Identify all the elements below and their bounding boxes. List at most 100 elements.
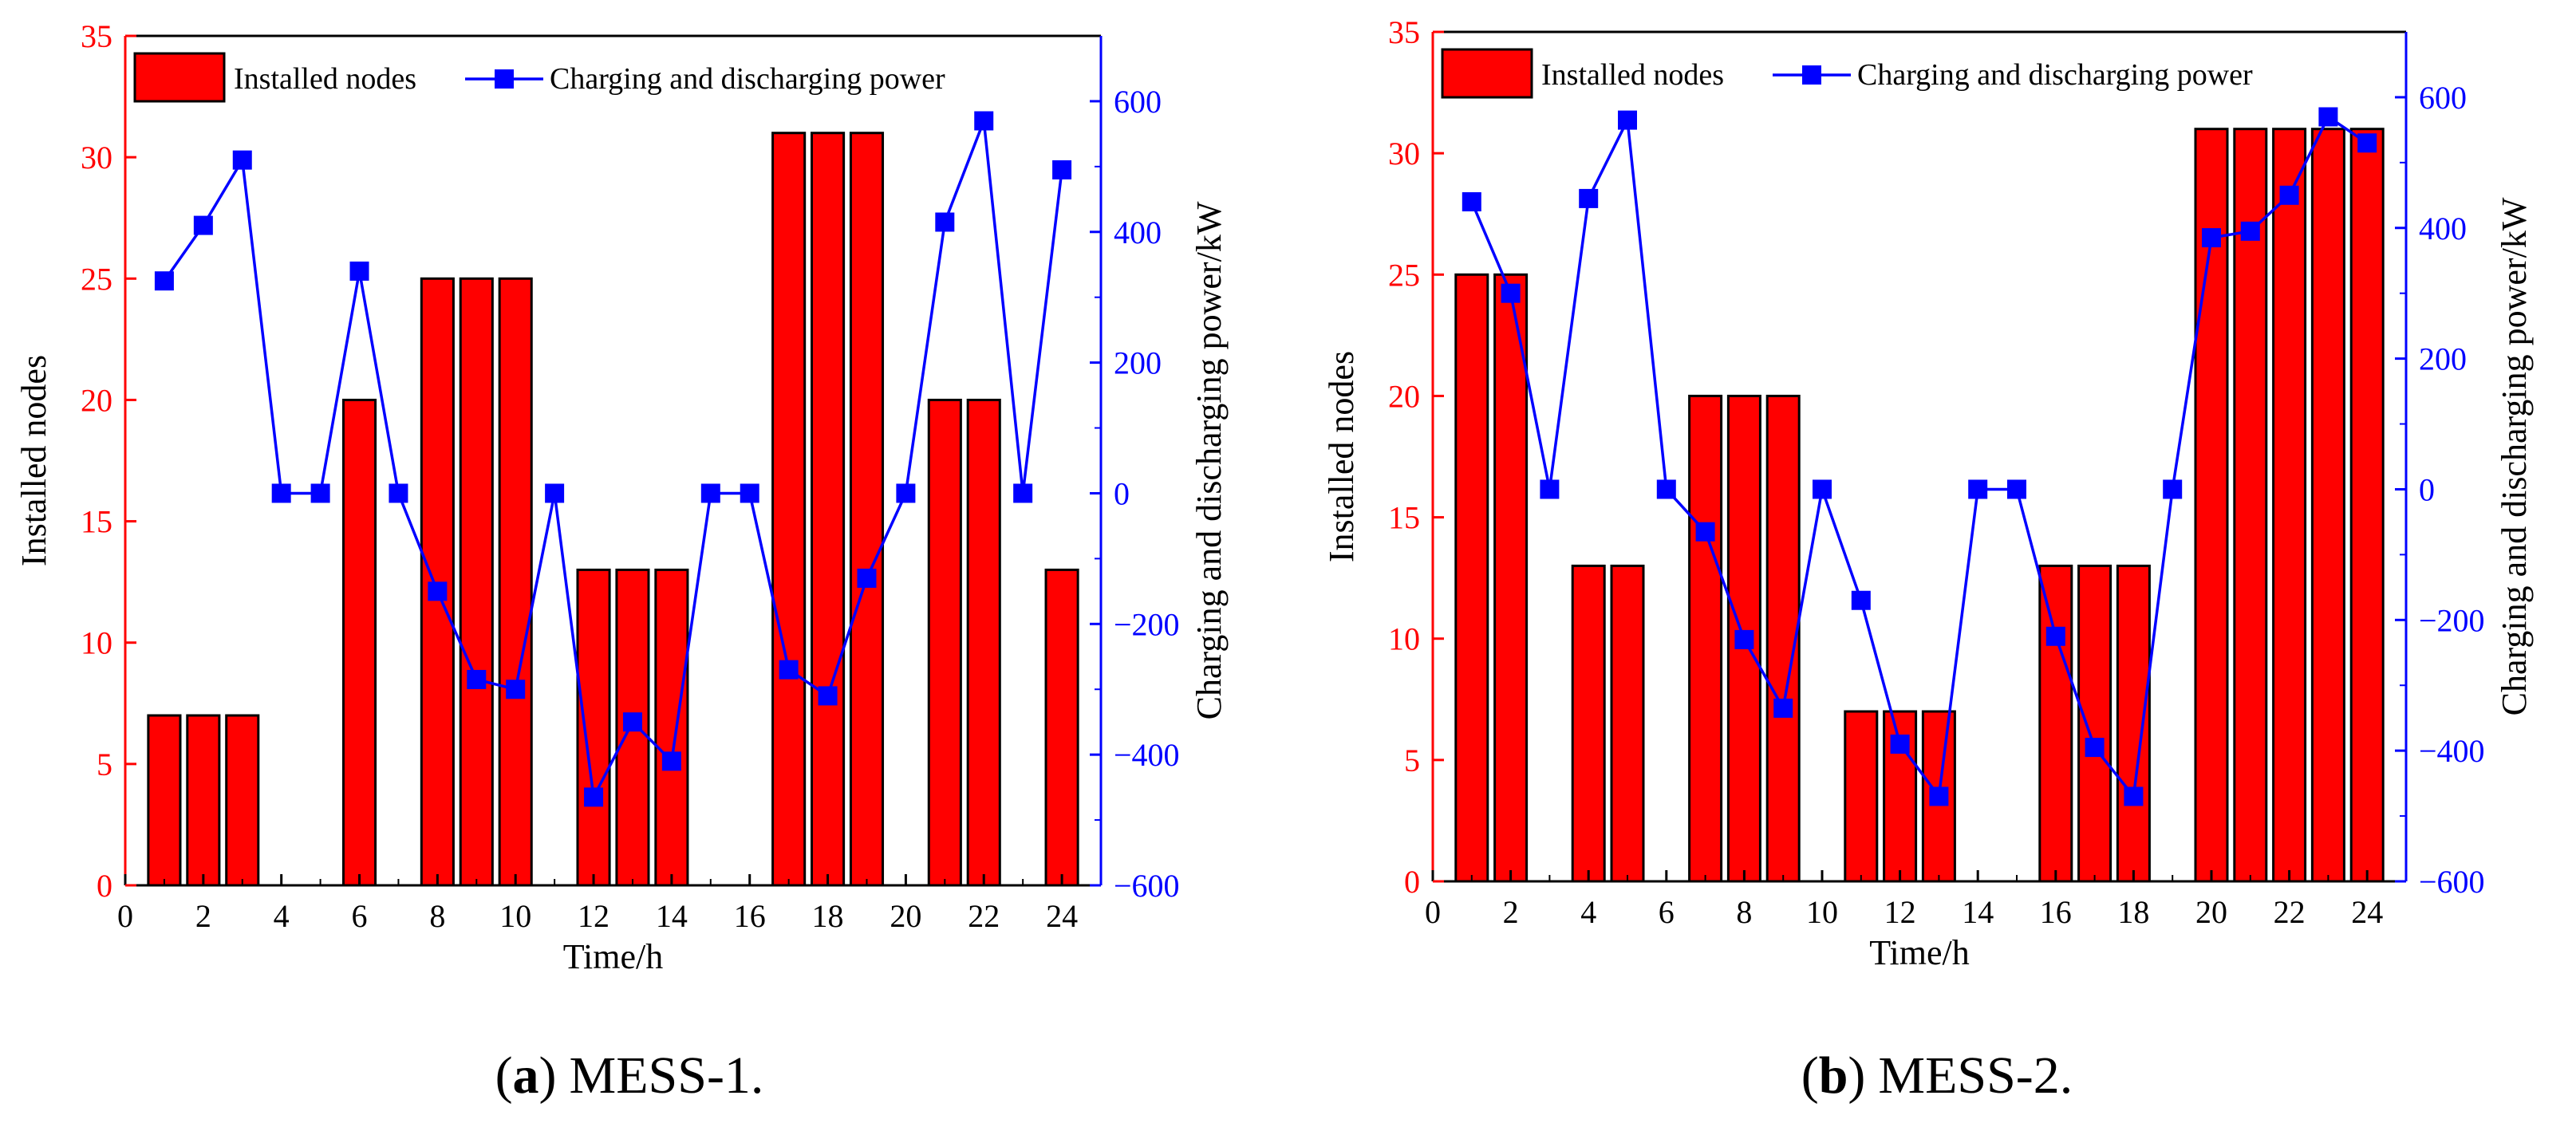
bar	[341, 398, 377, 887]
bar	[2038, 564, 2073, 883]
x-tick-label: 4	[274, 898, 290, 934]
line-point	[1501, 283, 1521, 303]
y-left-tick-label: 35	[81, 18, 112, 54]
caption-text: MESS-2.	[1878, 1046, 2073, 1105]
y-right-tick-label: 600	[2419, 80, 2467, 116]
line-point	[2007, 479, 2026, 499]
bar	[654, 568, 689, 887]
y-right-axis-label: Charging and discharging power/kW	[2495, 197, 2534, 715]
y-left-tick-label: 0	[1404, 864, 1420, 900]
x-tick-label: 16	[734, 898, 766, 934]
legend-marker-swatch	[1802, 65, 1821, 85]
line-point	[896, 483, 916, 503]
y-right-tick-label: −600	[2419, 864, 2485, 900]
line-point	[2240, 221, 2260, 241]
line-point	[1695, 522, 1715, 542]
line-point	[779, 660, 799, 680]
bar	[1610, 564, 1645, 883]
x-tick-label: 16	[2040, 894, 2072, 930]
x-tick-label: 0	[1425, 894, 1441, 930]
x-tick-label: 8	[429, 898, 445, 934]
y-left-tick-label: 20	[81, 382, 112, 418]
y-right-tick-label: −600	[1114, 868, 1180, 904]
bar	[225, 714, 260, 887]
line-point	[1656, 479, 1676, 499]
y-left-tick-label: 35	[1388, 14, 1420, 50]
line-point	[1851, 590, 1871, 610]
line-point	[310, 483, 330, 503]
y-right-tick-label: 0	[1114, 475, 1130, 511]
line-point	[545, 483, 565, 503]
y-left-tick-label: 15	[81, 504, 112, 540]
x-tick-label: 10	[499, 898, 531, 934]
y-right-tick-label: −200	[2419, 602, 2485, 638]
bar	[576, 568, 611, 887]
line-point	[1773, 698, 1793, 718]
x-tick-label: 6	[352, 898, 368, 934]
line-point	[661, 751, 681, 771]
bar	[849, 132, 885, 887]
y-right-tick-label: −400	[2419, 733, 2485, 769]
caption-letter: a	[513, 1046, 539, 1105]
y-left-tick-label: 30	[1388, 136, 1420, 171]
line-point	[389, 483, 408, 503]
x-tick-label: 20	[890, 898, 921, 934]
y-left-axis-label: Installed nodes	[1322, 351, 1361, 562]
x-tick-label: 24	[2351, 894, 2383, 930]
bar	[459, 277, 494, 887]
x-tick-label: 20	[2195, 894, 2227, 930]
line-point	[428, 581, 448, 601]
line-point	[193, 215, 213, 235]
y-right-tick-label: 400	[1114, 215, 1162, 250]
line-point	[1734, 629, 1754, 649]
x-tick-label: 2	[195, 898, 211, 934]
line-point	[2279, 185, 2299, 205]
line-point	[2357, 133, 2377, 153]
line-point	[584, 787, 604, 807]
line-point	[232, 150, 252, 170]
line-point	[935, 212, 955, 232]
bar	[498, 277, 533, 887]
y-left-tick-label: 0	[97, 868, 112, 904]
line-point	[974, 111, 994, 131]
legend-marker-swatch	[495, 69, 514, 89]
legend-bar-swatch	[133, 52, 226, 103]
line-point	[271, 483, 291, 503]
x-tick-label: 22	[968, 898, 1000, 934]
bar	[186, 714, 221, 887]
x-tick-label: 12	[1884, 894, 1916, 930]
y-right-axis-label: Charging and discharging power/kW	[1189, 201, 1229, 719]
y-right-tick-label: 200	[2419, 341, 2467, 377]
line-point	[1618, 110, 1637, 130]
line-point	[1813, 479, 1832, 499]
x-tick-label: 18	[812, 898, 844, 934]
x-tick-label: 14	[1962, 894, 1994, 930]
bar	[811, 132, 846, 887]
line-point	[1540, 479, 1560, 499]
line-point	[1013, 483, 1033, 503]
y-left-tick-label: 25	[1388, 257, 1420, 293]
y-left-tick-label: 10	[1388, 621, 1420, 657]
x-tick-label: 4	[1580, 894, 1596, 930]
bar	[2349, 128, 2385, 883]
line-point	[1929, 786, 1949, 806]
figure-caption: (b) MESS-2.	[1801, 1046, 2073, 1105]
y-right-tick-label: −400	[1114, 737, 1180, 773]
x-axis-label: Time/h	[563, 937, 664, 976]
line-point	[1968, 479, 1988, 499]
x-axis-label: Time/h	[1869, 933, 1970, 972]
bar	[2272, 128, 2307, 883]
bar	[771, 132, 807, 887]
line-point	[1462, 192, 1481, 211]
line-point	[154, 271, 174, 291]
line-point	[1890, 734, 1910, 754]
y-right-tick-label: 600	[1114, 84, 1162, 120]
legend-label-bars: Installed nodes	[1541, 58, 1724, 92]
y-left-tick-label: 25	[81, 261, 112, 297]
bar	[2194, 128, 2229, 883]
y-left-tick-label: 30	[81, 140, 112, 175]
bar	[1844, 710, 1879, 883]
y-right-tick-label: 200	[1114, 345, 1162, 381]
bar	[2077, 564, 2112, 883]
